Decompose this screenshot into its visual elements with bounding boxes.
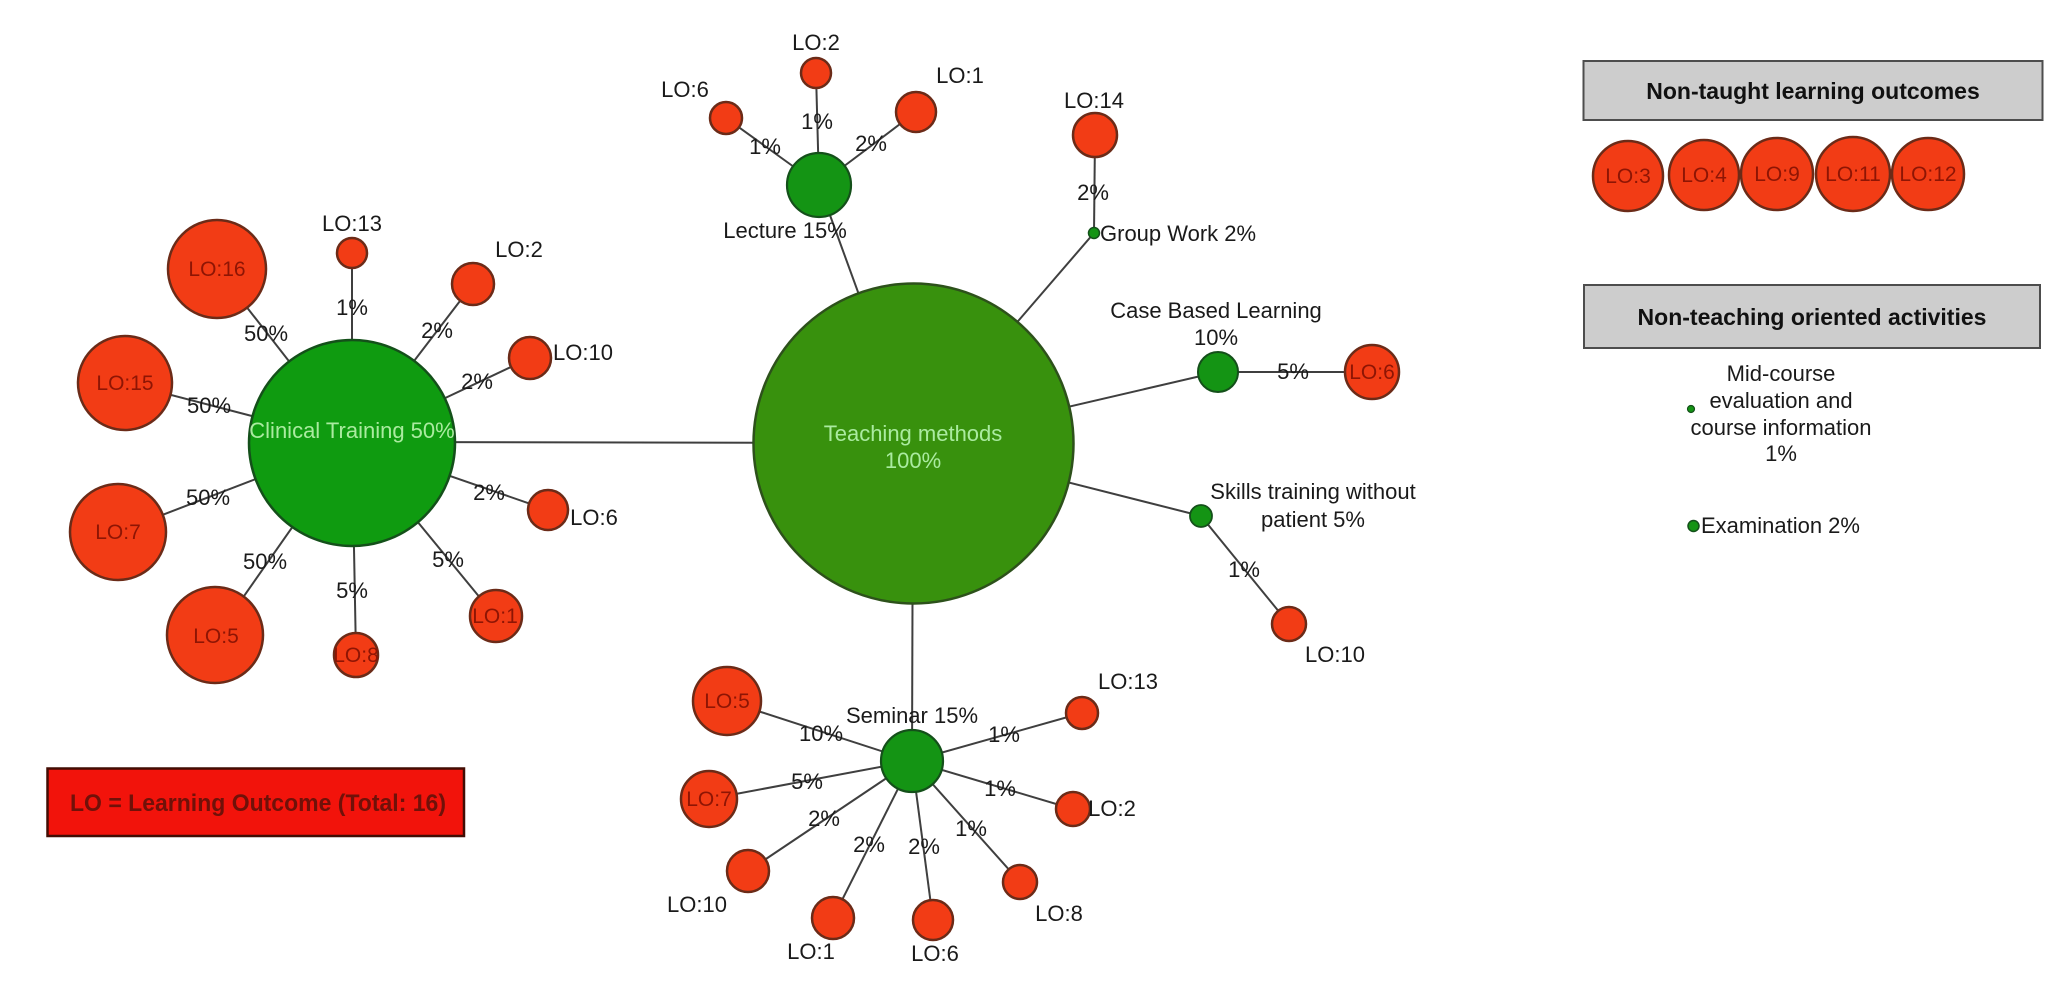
svg-text:5%: 5%: [336, 578, 368, 603]
svg-text:2%: 2%: [808, 806, 840, 831]
svg-text:LO:4: LO:4: [1681, 164, 1727, 187]
svg-text:10%: 10%: [799, 721, 843, 746]
svg-text:LO:11: LO:11: [1825, 163, 1881, 186]
svg-text:1%: 1%: [984, 776, 1016, 801]
svg-text:2%: 2%: [855, 131, 887, 156]
svg-text:LO:6: LO:6: [1349, 361, 1395, 384]
svg-text:1%: 1%: [801, 109, 833, 134]
svg-text:50%: 50%: [244, 321, 288, 346]
svg-text:2%: 2%: [473, 480, 505, 505]
svg-text:LO:12: LO:12: [1899, 163, 1956, 186]
svg-text:Skills training without: Skills training without: [1210, 479, 1415, 504]
svg-text:LO:16: LO:16: [188, 258, 245, 281]
svg-text:2%: 2%: [908, 834, 940, 859]
svg-text:LO:10: LO:10: [667, 892, 727, 917]
svg-text:LO:10: LO:10: [1305, 642, 1365, 667]
svg-text:LO:5: LO:5: [193, 625, 239, 648]
svg-text:LO:13: LO:13: [322, 211, 382, 236]
svg-text:1%: 1%: [749, 134, 781, 159]
svg-text:2%: 2%: [853, 832, 885, 857]
svg-text:LO:1: LO:1: [787, 939, 835, 964]
svg-text:5%: 5%: [791, 769, 823, 794]
svg-text:LO:10: LO:10: [553, 340, 613, 365]
svg-text:Non-taught learning outcomes: Non-taught learning outcomes: [1646, 78, 1980, 104]
svg-text:2%: 2%: [1077, 180, 1109, 205]
svg-text:LO:3: LO:3: [1605, 165, 1651, 188]
svg-text:Case Based Learning: Case Based Learning: [1110, 298, 1322, 323]
svg-text:5%: 5%: [1277, 359, 1309, 384]
svg-text:LO:9: LO:9: [1754, 163, 1800, 186]
svg-text:1%: 1%: [1765, 441, 1797, 466]
svg-text:Seminar 15%: Seminar 15%: [846, 703, 978, 728]
svg-text:LO:13: LO:13: [1098, 669, 1158, 694]
svg-text:LO:2: LO:2: [1088, 796, 1136, 821]
svg-text:LO:1: LO:1: [472, 605, 518, 628]
svg-text:1%: 1%: [955, 816, 987, 841]
svg-text:50%: 50%: [187, 393, 231, 418]
svg-text:LO:5: LO:5: [704, 690, 750, 713]
svg-text:50%: 50%: [243, 549, 287, 574]
svg-text:2%: 2%: [421, 318, 453, 343]
svg-text:5%: 5%: [432, 547, 464, 572]
svg-text:1%: 1%: [988, 722, 1020, 747]
svg-text:Non-teaching oriented activiti: Non-teaching oriented activities: [1638, 304, 1987, 330]
svg-text:course information: course information: [1691, 415, 1872, 440]
svg-text:Group Work 2%: Group Work 2%: [1100, 221, 1256, 246]
svg-text:LO:1: LO:1: [936, 63, 984, 88]
svg-text:LO:15: LO:15: [96, 372, 153, 395]
svg-text:evaluation and: evaluation and: [1709, 388, 1852, 413]
svg-text:50%: 50%: [186, 485, 230, 510]
svg-text:100%: 100%: [885, 448, 941, 473]
svg-text:LO:7: LO:7: [95, 521, 141, 544]
svg-text:LO:8: LO:8: [333, 644, 379, 667]
svg-text:Mid-course: Mid-course: [1727, 361, 1836, 386]
svg-text:LO = Learning Outcome (Total:: LO = Learning Outcome (Total: 16): [70, 790, 446, 817]
svg-text:LO:2: LO:2: [792, 30, 840, 55]
svg-text:LO:7: LO:7: [686, 788, 732, 811]
svg-text:1%: 1%: [1228, 557, 1260, 582]
svg-text:Teaching methods: Teaching methods: [824, 421, 1003, 446]
svg-text:2%: 2%: [461, 369, 493, 394]
svg-text:patient 5%: patient 5%: [1261, 507, 1365, 532]
svg-text:Examination 2%: Examination 2%: [1701, 513, 1860, 538]
svg-text:LO:2: LO:2: [495, 237, 543, 262]
svg-text:Clinical Training 50%: Clinical Training 50%: [249, 418, 454, 443]
svg-text:1%: 1%: [336, 295, 368, 320]
svg-text:LO:14: LO:14: [1064, 88, 1124, 113]
svg-text:LO:6: LO:6: [661, 77, 709, 102]
svg-text:LO:8: LO:8: [1035, 901, 1083, 926]
svg-text:Lecture 15%: Lecture 15%: [723, 218, 847, 243]
svg-text:LO:6: LO:6: [570, 505, 618, 530]
svg-text:10%: 10%: [1194, 325, 1238, 350]
svg-text:LO:6: LO:6: [911, 941, 959, 966]
